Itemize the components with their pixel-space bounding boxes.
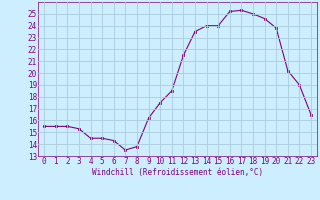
X-axis label: Windchill (Refroidissement éolien,°C): Windchill (Refroidissement éolien,°C)	[92, 168, 263, 177]
